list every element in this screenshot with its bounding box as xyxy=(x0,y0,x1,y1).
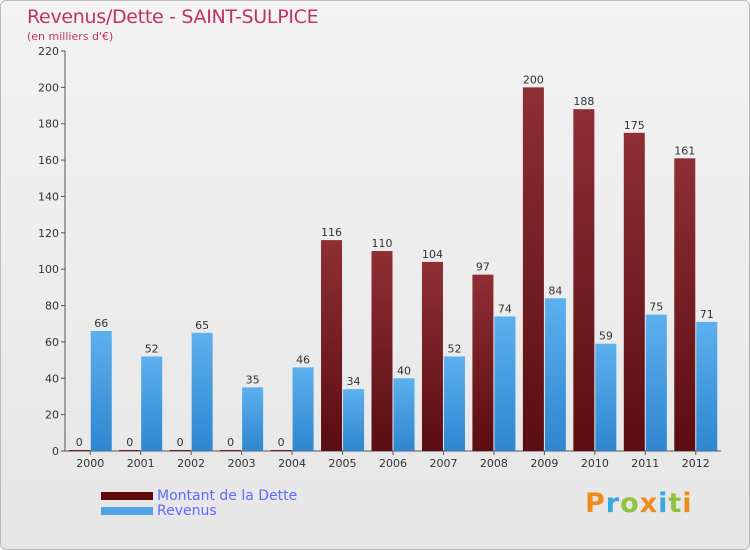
logo-letter: i xyxy=(682,488,693,519)
data-label-debt: 188 xyxy=(573,95,594,108)
bar-debt xyxy=(119,450,141,451)
data-label-debt: 175 xyxy=(624,119,645,132)
chart-subtitle: (en milliers d'€) xyxy=(27,30,114,43)
data-label-revenue: 66 xyxy=(94,317,108,330)
legend: Montant de la Dette Revenus xyxy=(101,487,298,519)
data-label-debt: 0 xyxy=(76,436,83,449)
x-tick-label: 2009 xyxy=(530,457,558,470)
y-tick-label: 180 xyxy=(38,118,59,131)
data-label-revenue: 34 xyxy=(347,375,361,388)
data-label-debt: 97 xyxy=(476,261,490,274)
logo-letter: t xyxy=(668,488,683,519)
bar-revenue xyxy=(141,356,163,451)
data-label-debt: 200 xyxy=(523,73,544,86)
bar-debt xyxy=(522,87,544,451)
legend-item-revenue: Revenus xyxy=(101,502,297,519)
bar-debt xyxy=(270,450,292,451)
data-label-debt: 0 xyxy=(227,436,234,449)
y-tick-label: 160 xyxy=(38,154,59,167)
bar-debt xyxy=(68,450,90,451)
bar-debt xyxy=(169,450,191,451)
logo-letter: i xyxy=(658,488,669,519)
bar-debt xyxy=(220,450,242,451)
x-tick-label: 2010 xyxy=(581,457,609,470)
legend-swatch-debt xyxy=(101,491,153,500)
bar-debt xyxy=(421,261,443,451)
data-label-revenue: 75 xyxy=(649,301,663,314)
data-label-revenue: 74 xyxy=(498,302,512,315)
logo-letter: x xyxy=(639,488,659,519)
x-tick-label: 2005 xyxy=(329,457,357,470)
data-label-debt: 0 xyxy=(177,436,184,449)
y-tick-label: 200 xyxy=(38,81,59,94)
data-label-debt: 0 xyxy=(278,436,285,449)
data-label-revenue: 59 xyxy=(599,330,613,343)
y-tick-label: 20 xyxy=(45,409,59,422)
y-tick-label: 60 xyxy=(45,336,59,349)
bar-revenue xyxy=(443,356,465,451)
bar-revenue xyxy=(544,298,566,451)
legend-label-revenue: Revenus xyxy=(157,502,217,519)
data-label-revenue: 35 xyxy=(246,373,260,386)
x-tick-label: 2008 xyxy=(480,457,508,470)
data-label-revenue: 46 xyxy=(296,353,310,366)
logo-letter: P xyxy=(585,488,606,519)
bar-debt xyxy=(623,132,645,451)
data-label-revenue: 65 xyxy=(195,319,209,332)
y-tick-label: 40 xyxy=(45,372,59,385)
data-label-debt: 161 xyxy=(674,144,695,157)
bar-revenue xyxy=(645,314,667,451)
data-label-revenue: 40 xyxy=(397,364,411,377)
y-tick-label: 80 xyxy=(45,300,59,313)
x-tick-label: 2003 xyxy=(228,457,256,470)
data-label-revenue: 84 xyxy=(548,284,562,297)
y-tick-label: 100 xyxy=(38,263,59,276)
bar-debt xyxy=(472,274,494,451)
proxiti-logo: Proxiti xyxy=(585,488,693,519)
x-tick-label: 2012 xyxy=(682,457,710,470)
data-label-revenue: 52 xyxy=(447,342,461,355)
data-label-debt: 0 xyxy=(126,436,133,449)
logo-letter: o xyxy=(620,488,640,519)
bar-revenue xyxy=(292,367,314,451)
y-tick-label: 140 xyxy=(38,190,59,203)
data-label-debt: 110 xyxy=(372,237,393,250)
data-label-revenue: 71 xyxy=(700,308,714,321)
bar-revenue xyxy=(343,389,365,451)
x-tick-label: 2004 xyxy=(278,457,306,470)
data-label-revenue: 52 xyxy=(145,342,159,355)
y-tick-label: 120 xyxy=(38,227,59,240)
data-label-debt: 116 xyxy=(321,226,342,239)
x-tick-label: 2007 xyxy=(429,457,457,470)
bar-revenue xyxy=(494,316,516,451)
bar-debt xyxy=(573,109,595,451)
x-tick-label: 2002 xyxy=(177,457,205,470)
x-tick-label: 2001 xyxy=(127,457,155,470)
bar-debt xyxy=(321,240,343,451)
bar-revenue xyxy=(191,332,213,451)
bar-debt xyxy=(371,251,393,451)
bar-revenue xyxy=(242,387,264,451)
bar-revenue xyxy=(696,321,718,451)
bar-revenue xyxy=(393,378,415,451)
x-tick-label: 2006 xyxy=(379,457,407,470)
legend-label-debt: Montant de la Dette xyxy=(157,487,298,504)
y-tick-label: 0 xyxy=(52,445,59,458)
x-tick-label: 2011 xyxy=(631,457,659,470)
chart-title: Revenus/Dette - SAINT-SULPICE xyxy=(27,6,319,28)
logo-letter: r xyxy=(605,488,621,519)
bar-revenue xyxy=(90,331,112,451)
x-tick-label: 2000 xyxy=(76,457,104,470)
legend-swatch-revenue xyxy=(101,506,153,515)
data-label-debt: 104 xyxy=(422,248,443,261)
legend-item-debt: Montant de la Dette xyxy=(101,487,298,504)
bar-debt xyxy=(674,158,696,452)
bar-revenue xyxy=(595,343,617,451)
y-tick-label: 220 xyxy=(38,45,59,58)
